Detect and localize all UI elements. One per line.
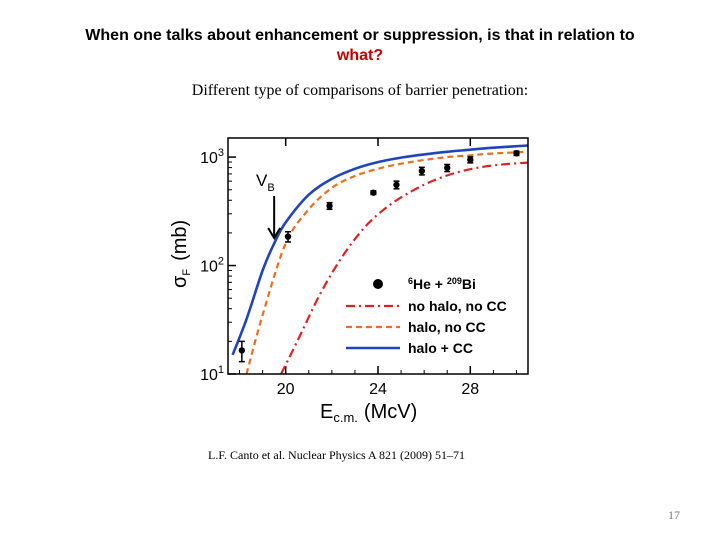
curve-halo <box>245 150 528 374</box>
legend-label-halocc: halo + CC <box>408 340 473 356</box>
citation: L.F. Canto et al. Nuclear Physics A 821 … <box>208 448 466 462</box>
data-marker <box>393 181 400 189</box>
barrier-label-sub: B <box>267 182 274 194</box>
data-marker <box>513 150 520 157</box>
data-point <box>444 163 451 173</box>
barrier-arrowhead <box>267 227 282 240</box>
data-point <box>370 189 377 196</box>
data-point <box>326 201 333 211</box>
data-point <box>467 156 474 164</box>
barrier-label-main: V <box>256 171 268 190</box>
page-number: 17 <box>668 508 680 522</box>
x-tick-label: 28 <box>461 381 479 398</box>
fusion-cross-section-chart: 20 24 28 101 102 103 VB 6He + 209Bi no halo, … <box>169 137 529 425</box>
data-point <box>238 340 246 363</box>
curve-halocc <box>231 144 528 356</box>
x-tick-label: 20 <box>277 381 295 398</box>
data-marker <box>284 233 292 240</box>
data-marker <box>326 202 333 210</box>
legend-label-halo: halo, no CC <box>408 319 486 335</box>
y-tick-label: 103 <box>200 147 224 167</box>
data-marker <box>467 156 474 163</box>
data-points <box>238 150 520 363</box>
legend-label-nohalo: no halo, no CC <box>408 298 507 314</box>
y-axis-label: σF(mb) <box>169 220 193 288</box>
data-point <box>284 230 292 243</box>
curves <box>231 144 528 374</box>
curve-nohalo <box>280 161 528 374</box>
barrier-label: VB <box>256 171 275 194</box>
slide-title-line1: When one talks about enhancement or supp… <box>85 27 635 44</box>
x-tick-label: 24 <box>369 381 387 398</box>
y-tick-label: 102 <box>200 256 224 276</box>
data-marker <box>444 164 451 172</box>
legend-swatch-data <box>373 279 383 289</box>
slide-subtitle: Different type of comparisons of barrier… <box>191 82 529 99</box>
data-point <box>418 166 426 176</box>
slide-title-line2: what? <box>336 47 384 64</box>
slide-title: When one talks about enhancement or supp… <box>0 26 720 66</box>
data-marker <box>418 167 426 175</box>
axis-ticks: 20 24 28 101 102 103 <box>200 138 517 398</box>
legend: 6He + 209Bi no halo, no CC halo, no CC h… <box>346 276 507 356</box>
y-tick-label: 101 <box>200 364 224 384</box>
legend-label-data: 6He + 209Bi <box>408 276 476 292</box>
data-point <box>393 180 400 190</box>
x-axis-label: Ec.m. (McV) <box>320 401 417 425</box>
data-marker <box>238 347 246 354</box>
plot-frame <box>227 137 529 375</box>
data-point <box>513 150 520 157</box>
data-marker <box>370 189 377 196</box>
